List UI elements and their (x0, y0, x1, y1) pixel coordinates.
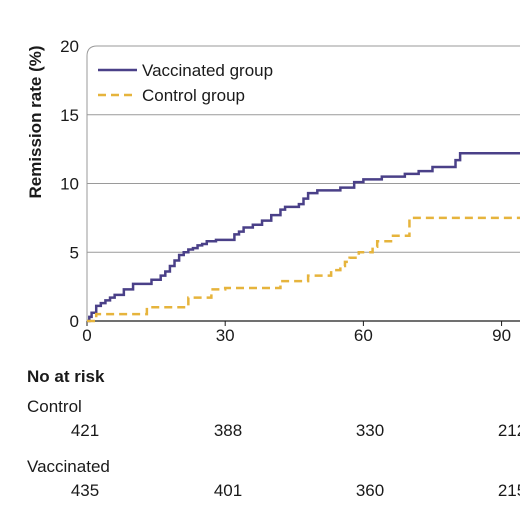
y-tick-label: 10 (60, 175, 79, 194)
risk-count: 388 (213, 421, 243, 440)
legend-label: Vaccinated group (142, 61, 273, 80)
risk-group-label: Vaccinated (27, 457, 110, 476)
x-tick-label: 60 (354, 326, 373, 345)
y-axis-label: Remission rate (%) (26, 45, 45, 198)
x-tick-label: 0 (82, 326, 91, 345)
series-lines (87, 152, 520, 323)
risk-table-title: No at risk (27, 367, 105, 386)
risk-group-label: Control (27, 397, 82, 416)
legend: Vaccinated group Control group (98, 61, 273, 105)
x-tick-label: 30 (216, 326, 235, 345)
grid (86, 45, 520, 322)
y-ticks: 0 5 10 15 20 (60, 37, 79, 331)
risk-count: 360 (355, 481, 385, 500)
y-tick-label: 0 (70, 312, 79, 331)
risk-count: 330 (355, 421, 385, 440)
y-tick-label: 5 (70, 243, 79, 262)
plot-frame (86, 45, 520, 321)
risk-count: 212 (497, 421, 520, 440)
y-tick-label: 20 (60, 37, 79, 56)
risk-count: 215 (497, 481, 520, 500)
x-tick-label: 90 (492, 326, 511, 345)
series-line-vaccinated (87, 152, 520, 323)
risk-count: 435 (70, 481, 100, 500)
risk-count: 421 (70, 421, 100, 440)
x-ticks: 0 30 60 90 (82, 321, 511, 345)
risk-count: 401 (213, 481, 243, 500)
series-line-control (87, 216, 520, 323)
legend-label: Control group (142, 86, 245, 105)
y-tick-label: 15 (60, 106, 79, 125)
